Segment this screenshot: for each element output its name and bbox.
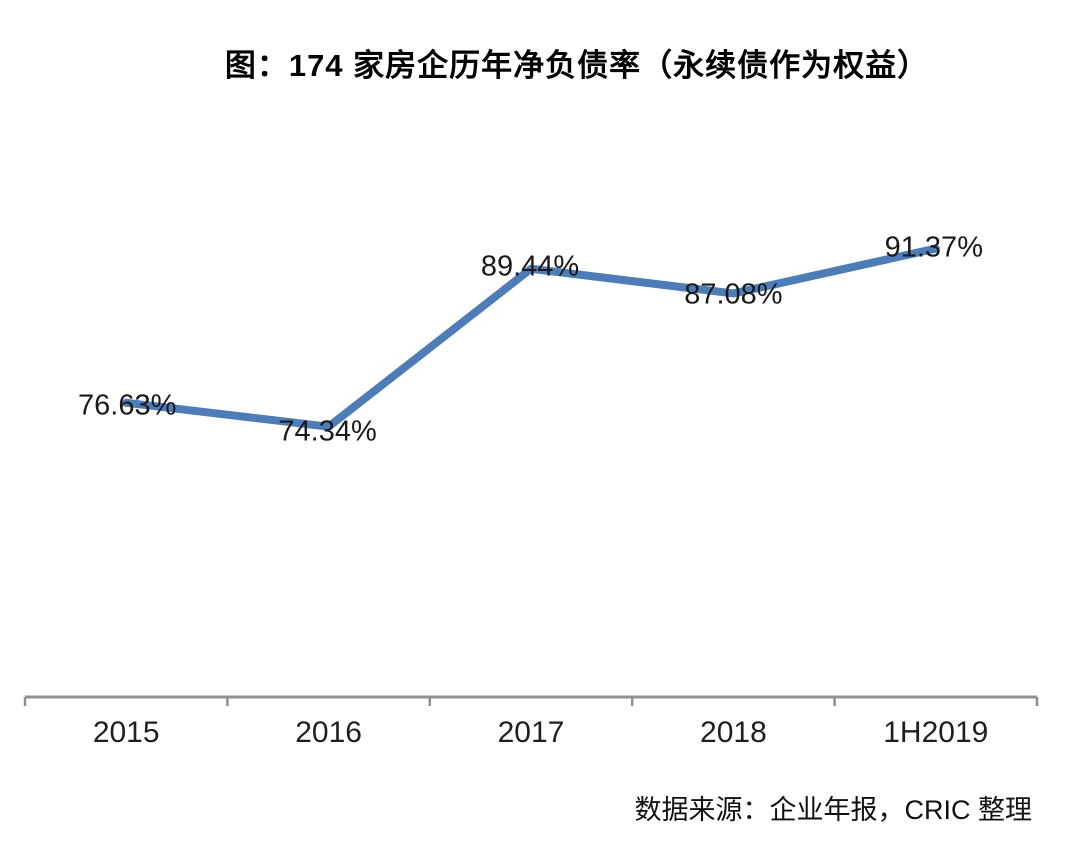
x-axis-label: 2017	[497, 716, 565, 749]
data-point-label: 91.37%	[884, 231, 983, 264]
x-axis-label: 2018	[700, 716, 767, 749]
data-point-label: 89.44%	[480, 250, 580, 283]
data-point-label: 74.34%	[278, 415, 377, 448]
chart-title: 图：174 家房企历年净负债率（永续债作为权益）	[224, 48, 930, 83]
data-point-label: 87.08%	[684, 278, 783, 311]
x-axis-label: 2015	[92, 716, 160, 749]
data-point-label: 76.63%	[78, 389, 177, 422]
x-axis	[23, 695, 1039, 706]
x-axis-label: 2016	[295, 716, 362, 749]
x-axis-label: 1H2019	[883, 716, 989, 749]
series-line	[122, 244, 940, 431]
source-note: 数据来源：企业年报，CRIC 整理	[634, 795, 1033, 825]
